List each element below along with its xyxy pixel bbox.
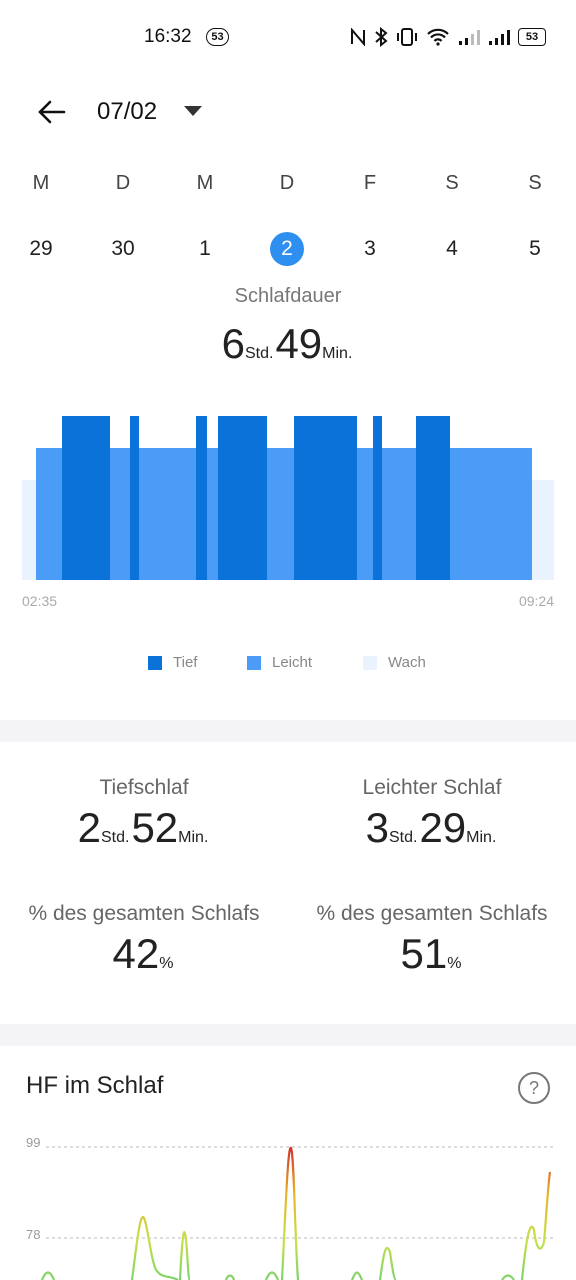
deep-segment [294, 416, 357, 580]
heart-rate-title: HF im Schlaf [26, 1072, 164, 1099]
deep-segment [196, 416, 207, 580]
weekday-label: S [445, 172, 459, 194]
legend-awake-label: Wach [388, 654, 426, 671]
signal-strong-icon [489, 30, 510, 45]
deep-segment [416, 416, 450, 580]
sleep-duration-value: 6Std.49Min. [0, 320, 576, 368]
weekday-label: D [279, 172, 295, 194]
light-minutes-unit: Min. [466, 829, 497, 846]
day-number[interactable]: 30 [111, 237, 135, 260]
status-time: 16:32 [144, 26, 192, 47]
date-title[interactable]: 07/02 [97, 98, 158, 125]
duration-hours: 6 [221, 320, 245, 367]
vibrate-icon [397, 28, 417, 46]
hours-unit: Std. [244, 345, 274, 362]
chart-end-time: 09:24 [518, 593, 554, 609]
day-number[interactable]: 3 [364, 237, 376, 260]
minutes-unit: Min. [322, 345, 353, 362]
light-minutes: 29 [419, 804, 467, 851]
chart-start-time: 02:35 [22, 593, 58, 609]
legend-light: Leicht [247, 654, 312, 671]
deep-segment [218, 416, 267, 580]
light-sleep-percent-stat: % des gesamten Schlafs 51% [288, 902, 576, 978]
light-sleep-value: 3Std.29Min. [288, 804, 576, 852]
sleep-duration-label: Schlafdauer [234, 285, 342, 307]
hr-tick-99: 99 [26, 1135, 41, 1150]
battery-icon: 53 [518, 28, 546, 46]
legend-deep-label: Tief [173, 654, 198, 671]
weekday-label: S [528, 172, 542, 194]
bluetooth-icon [375, 27, 388, 47]
legend-deep: Tief [148, 654, 197, 671]
status-bar: 16:32 53 53 [0, 0, 576, 72]
deep-percent-value: 42% [0, 930, 288, 978]
duration-minutes: 49 [275, 320, 323, 367]
light-hours: 3 [365, 804, 389, 851]
legend-awake-swatch [363, 655, 377, 670]
weekday-label: M [196, 172, 214, 194]
day-number[interactable]: 5 [529, 237, 541, 260]
deep-percent: 42 [112, 930, 160, 977]
chart-legend: Tief Leicht Wach [0, 654, 576, 674]
signal-weak-icon [459, 30, 480, 45]
day-number[interactable]: 29 [29, 237, 53, 260]
date-dropdown-caret-icon[interactable] [184, 106, 202, 116]
light-percent-unit: % [447, 955, 462, 972]
section-divider [0, 720, 576, 742]
status-icons: 53 [350, 24, 546, 50]
weekday-label: F [363, 172, 377, 194]
light-percent: 51 [400, 930, 448, 977]
nfc-icon [351, 28, 365, 46]
weekday-label: M [32, 172, 50, 194]
legend-deep-swatch [148, 655, 162, 670]
deep-percent-label: % des gesamten Schlafs [28, 902, 260, 925]
light-sleep-stat: Leichter Schlaf 3Std.29Min. [288, 776, 576, 852]
deep-sleep-label: Tiefschlaf [99, 776, 189, 799]
deep-segment [373, 416, 382, 580]
legend-light-swatch [247, 655, 261, 670]
notification-badge: 53 [206, 28, 229, 46]
wifi-icon [427, 28, 449, 46]
legend-light-label: Leicht [272, 654, 313, 671]
light-percent-label: % des gesamten Schlafs [316, 902, 548, 925]
hr-tick-78: 78 [26, 1227, 41, 1242]
section-divider [0, 1024, 576, 1046]
deep-sleep-segments [62, 416, 450, 580]
deep-minutes-unit: Min. [178, 829, 209, 846]
light-sleep-band [36, 448, 532, 580]
back-arrow-icon[interactable] [34, 94, 70, 130]
day-number[interactable]: 1 [199, 237, 211, 260]
heart-rate-chart[interactable] [22, 1130, 554, 1280]
deep-segment [130, 416, 139, 580]
day-number[interactable]: 4 [446, 237, 458, 260]
light-percent-value: 51% [288, 930, 576, 978]
deep-percent-unit: % [159, 955, 174, 972]
question-mark-icon[interactable]: ? [518, 1072, 550, 1104]
light-sleep-label: Leichter Schlaf [362, 776, 502, 799]
selected-day-number[interactable]: 2 [270, 232, 304, 266]
heart-rate-line [40, 1146, 552, 1280]
legend-awake: Wach [363, 654, 426, 671]
deep-sleep-percent-stat: % des gesamten Schlafs 42% [0, 902, 288, 978]
deep-sleep-value: 2Std.52Min. [0, 804, 288, 852]
deep-sleep-stat: Tiefschlaf 2Std.52Min. [0, 776, 288, 852]
sleep-stage-chart[interactable] [22, 410, 554, 582]
deep-segment [62, 416, 110, 580]
deep-hours-unit: Std. [100, 829, 130, 846]
weekday-label: D [115, 172, 131, 194]
deep-minutes: 52 [131, 804, 179, 851]
deep-hours: 2 [77, 804, 101, 851]
light-hours-unit: Std. [388, 829, 418, 846]
